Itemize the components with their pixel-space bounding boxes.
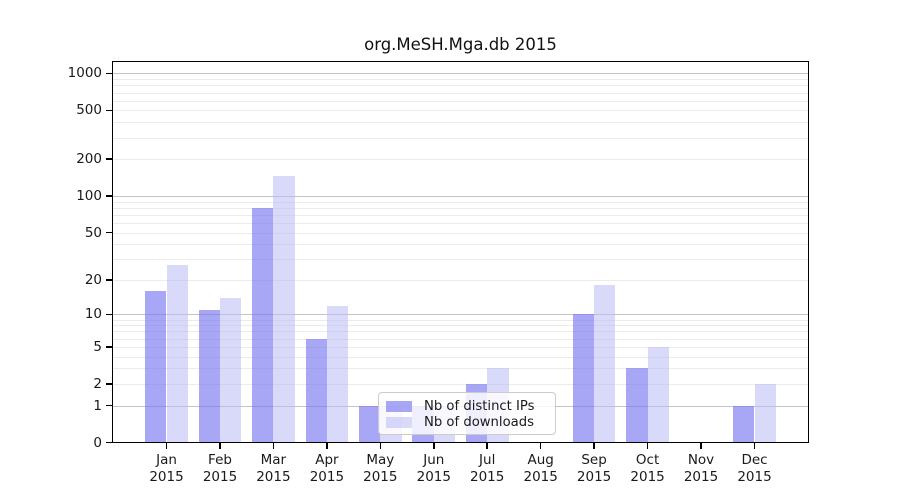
ips-bar-mar — [252, 207, 274, 443]
x-tick-aug — [539, 443, 542, 449]
x-tick-oct — [646, 443, 649, 449]
legend-swatch-ips — [386, 400, 412, 412]
y-tick-label-0: 0 — [93, 434, 102, 451]
y-tick-label-1000: 1000 — [67, 65, 102, 82]
gridline-90 — [112, 201, 809, 203]
downloads-bar-feb — [220, 297, 242, 443]
y-tick-500 — [105, 109, 112, 112]
chart-title: org.MeSH.Mga.db 2015 — [364, 35, 557, 54]
gridline-3 — [112, 368, 809, 370]
gridline-300 — [112, 137, 809, 139]
y-tick-20 — [105, 279, 112, 281]
gridline-2 — [112, 383, 809, 385]
x-tick-label-sep: Sep 2015 — [576, 452, 612, 485]
downloads-bar-dec — [754, 383, 776, 443]
gridline-900 — [112, 79, 809, 81]
y-tick-50 — [105, 231, 112, 234]
gridline-600 — [112, 100, 809, 102]
y-tick-label-500: 500 — [76, 102, 102, 119]
y-tick-200 — [105, 158, 112, 160]
x-tick-jun — [433, 443, 435, 449]
y-tick-label-20: 20 — [84, 271, 102, 288]
x-tick-sep — [593, 443, 595, 449]
y-tick-label-200: 200 — [76, 151, 102, 168]
y-tick-label-10: 10 — [84, 306, 102, 323]
y-tick-1000 — [105, 72, 112, 75]
gridline-200 — [112, 159, 809, 161]
x-tick-label-jun: Jun 2015 — [416, 452, 451, 485]
ips-bar-may — [358, 405, 381, 443]
x-tick-mar — [272, 443, 275, 449]
gridline-6 — [112, 338, 809, 340]
y-tick-label-1: 1 — [93, 397, 102, 414]
legend-swatch-downloads — [386, 416, 412, 428]
gridline-5 — [112, 346, 809, 348]
x-tick-feb — [219, 443, 221, 449]
x-tick-nov — [700, 443, 702, 449]
gridline-60 — [112, 222, 809, 224]
downloads-bar-sep — [594, 285, 616, 443]
gridline-100 — [112, 196, 809, 197]
ips-bar-jan — [145, 291, 167, 443]
gridline-30 — [112, 259, 809, 261]
y-tick-label-5: 5 — [93, 338, 102, 355]
downloads-bar-oct — [647, 346, 669, 443]
gridline-1000 — [112, 73, 809, 75]
legend-label-ips: Nb of distinct IPs — [424, 398, 535, 414]
gridline-40 — [112, 244, 809, 246]
x-tick-apr — [326, 443, 328, 449]
y-tick-1 — [105, 404, 112, 407]
legend: Nb of distinct IPs Nb of downloads — [378, 392, 556, 435]
gridline-9 — [112, 319, 809, 321]
y-tick-2 — [105, 383, 112, 385]
x-tick-label-mar: Mar 2015 — [256, 452, 291, 485]
gridline-7 — [112, 331, 809, 333]
x-tick-label-oct: Oct 2015 — [630, 452, 665, 485]
y-tick-10 — [105, 313, 112, 316]
gridline-50 — [112, 232, 809, 234]
x-tick-label-nov: Nov 2015 — [683, 452, 719, 485]
x-tick-label-jul: Jul 2015 — [470, 452, 505, 485]
gridline-20 — [112, 279, 809, 281]
y-tick-100 — [105, 195, 112, 197]
x-tick-jan — [165, 443, 168, 449]
ips-bar-sep — [572, 314, 595, 443]
x-tick-label-feb: Feb 2015 — [202, 452, 238, 485]
legend-item-downloads: Nb of downloads — [386, 414, 546, 430]
gridline-80 — [112, 207, 809, 209]
x-tick-jul — [486, 443, 488, 449]
ips-bar-feb — [198, 309, 220, 443]
y-tick-5 — [105, 346, 112, 348]
gridline-800 — [112, 85, 809, 87]
downloads-bar-mar — [273, 176, 295, 443]
x-tick-dec — [753, 443, 756, 449]
x-tick-label-jan: Jan 2015 — [149, 452, 184, 485]
ips-bar-dec — [733, 405, 755, 443]
x-tick-label-apr: Apr 2015 — [309, 452, 345, 485]
x-tick-may — [379, 443, 382, 449]
gridline-70 — [112, 214, 809, 216]
gridline-10 — [112, 314, 809, 316]
ips-bar-apr — [305, 338, 327, 443]
gridline-500 — [112, 110, 809, 112]
y-tick-label-2: 2 — [93, 375, 102, 392]
x-tick-label-aug: Aug 2015 — [523, 452, 558, 485]
gridline-700 — [112, 92, 809, 94]
ips-bar-oct — [626, 368, 648, 443]
y-tick-label-100: 100 — [76, 188, 102, 204]
y-tick-0 — [105, 441, 112, 444]
downloads-bar-apr — [326, 305, 349, 443]
gridline-400 — [112, 122, 809, 124]
legend-item-distinct-ips: Nb of distinct IPs — [386, 398, 546, 414]
downloads-bar-jan — [166, 264, 188, 443]
gridline-4 — [112, 356, 809, 358]
legend-label-downloads: Nb of downloads — [424, 414, 534, 430]
gridline-8 — [112, 325, 809, 327]
y-tick-label-50: 50 — [84, 224, 102, 241]
x-tick-label-dec: Dec 2015 — [737, 452, 772, 485]
x-tick-label-may: May 2015 — [363, 452, 398, 485]
